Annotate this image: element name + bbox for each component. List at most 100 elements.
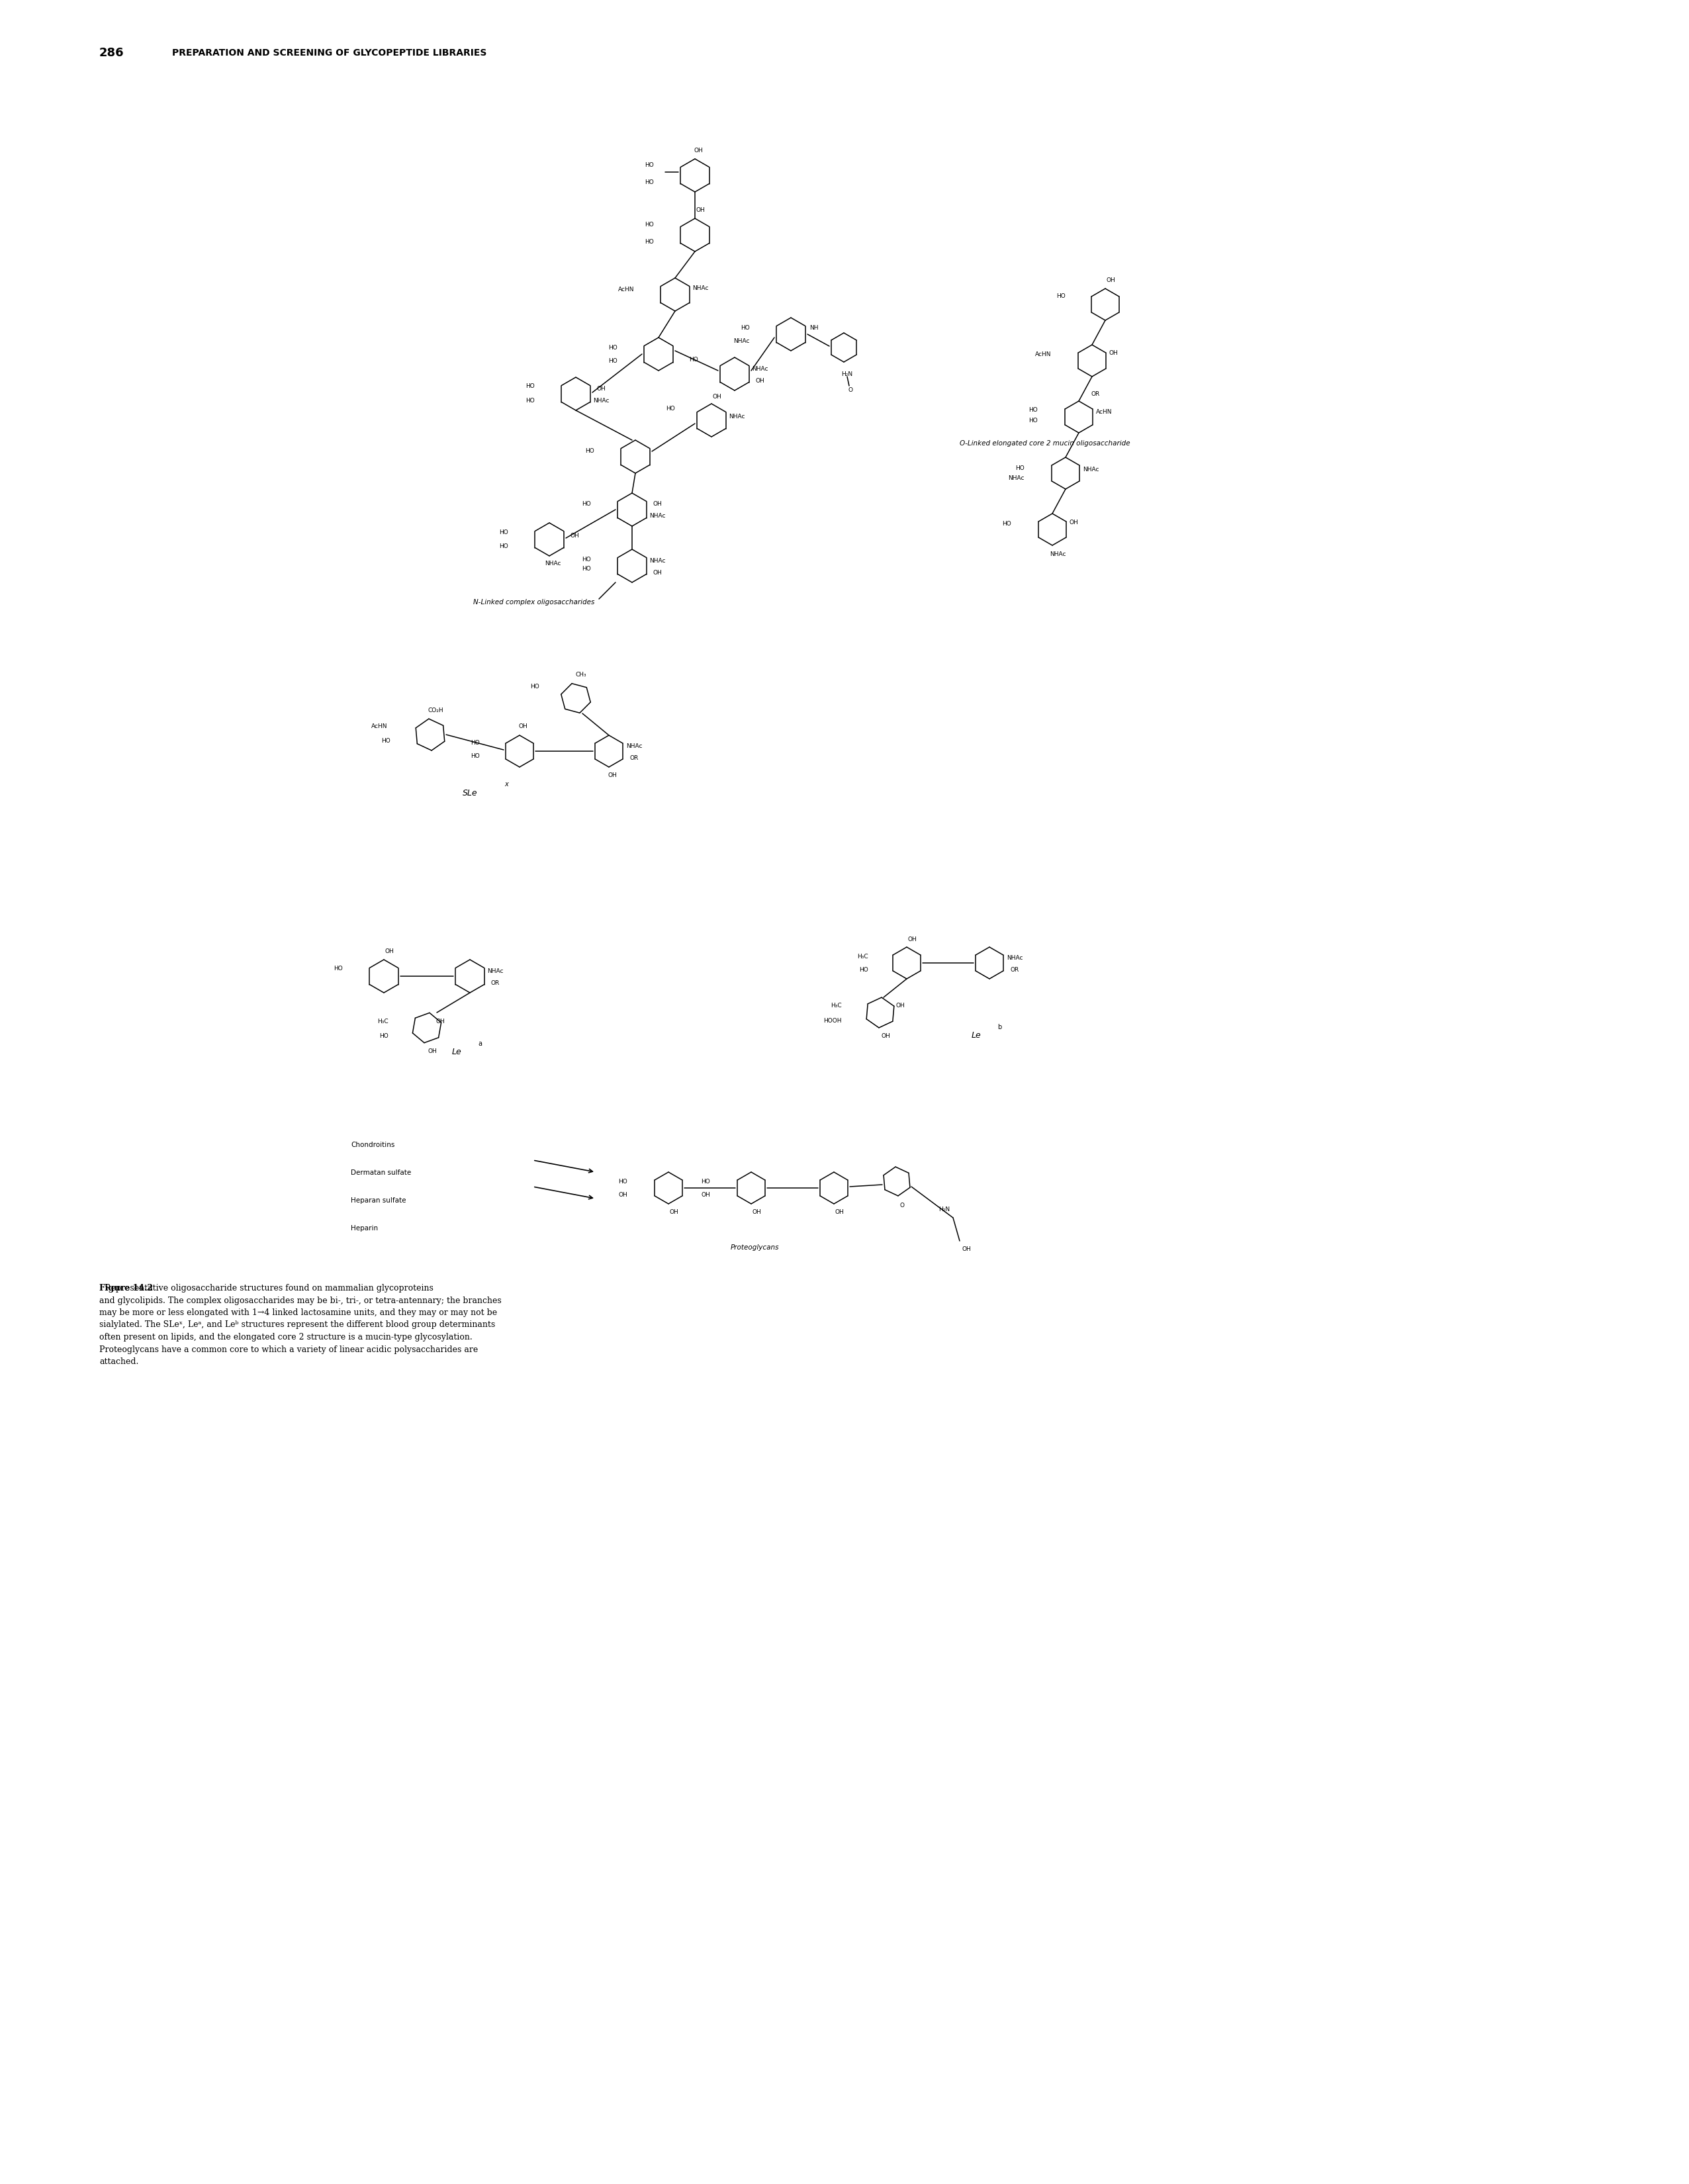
- Text: NHAc: NHAc: [627, 743, 642, 749]
- Text: HO: HO: [382, 738, 390, 745]
- Text: H₃C: H₃C: [858, 954, 868, 959]
- Text: HO: HO: [525, 397, 535, 404]
- Text: HO: HO: [583, 557, 591, 561]
- Text: H₃C: H₃C: [378, 1018, 388, 1024]
- Text: NHAc: NHAc: [649, 513, 665, 520]
- Text: OH: OH: [618, 1192, 627, 1197]
- Text: NHAc: NHAc: [752, 365, 768, 371]
- Text: OH: OH: [834, 1210, 844, 1216]
- Text: HO: HO: [1015, 465, 1025, 472]
- Text: HO: HO: [584, 448, 595, 454]
- Text: x: x: [505, 782, 508, 788]
- Text: OH: OH: [596, 387, 605, 391]
- Text: OH: OH: [895, 1002, 905, 1009]
- Text: HO: HO: [583, 502, 591, 507]
- Text: HO: HO: [471, 740, 480, 747]
- Text: OH: OH: [427, 1048, 437, 1055]
- Text: HO: HO: [525, 382, 535, 389]
- Text: Heparan sulfate: Heparan sulfate: [351, 1197, 405, 1203]
- Text: PREPARATION AND SCREENING OF GLYCOPEPTIDE LIBRARIES: PREPARATION AND SCREENING OF GLYCOPEPTID…: [172, 48, 486, 57]
- Text: H₃C: H₃C: [831, 1002, 841, 1009]
- Text: 286: 286: [100, 48, 125, 59]
- Text: H₂N: H₂N: [939, 1206, 951, 1212]
- Text: OH: OH: [961, 1245, 971, 1251]
- Text: HO: HO: [701, 1179, 709, 1184]
- Text: HO: HO: [645, 223, 654, 227]
- Text: OH: OH: [652, 502, 662, 507]
- Text: HO: HO: [471, 753, 480, 760]
- Text: CO₂H: CO₂H: [427, 708, 443, 714]
- Text: O: O: [848, 387, 853, 393]
- Text: Representative oligosaccharide structures found on mammalian glycoproteins
and g: Representative oligosaccharide structure…: [100, 1284, 502, 1365]
- Text: NHAc: NHAc: [544, 561, 561, 568]
- Text: NHAc: NHAc: [1008, 476, 1025, 480]
- Text: H₂N: H₂N: [841, 371, 853, 378]
- Text: NHAc: NHAc: [1049, 550, 1066, 557]
- Text: HO: HO: [645, 179, 654, 186]
- Text: OR: OR: [1091, 391, 1100, 397]
- Text: HO: HO: [1029, 417, 1037, 424]
- Text: OH: OH: [752, 1210, 762, 1216]
- Text: HO: HO: [1002, 522, 1012, 526]
- Text: OR: OR: [1010, 968, 1018, 972]
- Text: HO: HO: [1029, 408, 1037, 413]
- Text: NHAc: NHAc: [1007, 954, 1024, 961]
- Text: HOOH: HOOH: [824, 1018, 841, 1024]
- Text: AcHN: AcHN: [1035, 352, 1051, 356]
- Text: OH: OH: [519, 723, 527, 729]
- Text: CH₃: CH₃: [576, 670, 586, 677]
- Text: HO: HO: [608, 345, 618, 349]
- Text: OH: OH: [755, 378, 765, 384]
- Text: HO: HO: [860, 968, 868, 972]
- Text: OH: OH: [652, 570, 662, 574]
- Text: a: a: [478, 1040, 481, 1046]
- Text: NHAc: NHAc: [486, 968, 503, 974]
- Text: OR: OR: [630, 756, 638, 760]
- Text: OH: OH: [907, 937, 917, 941]
- Text: OH: OH: [1106, 277, 1115, 284]
- Text: OH: OH: [669, 1210, 679, 1216]
- Text: NH: NH: [809, 325, 819, 330]
- Text: HO: HO: [741, 325, 750, 330]
- Text: HO: HO: [1056, 293, 1066, 299]
- Text: NHAc: NHAc: [1083, 467, 1100, 474]
- Text: OH: OH: [569, 533, 579, 539]
- Text: HO: HO: [689, 356, 698, 363]
- Text: O-Linked elongated core 2 mucin oligosaccharide: O-Linked elongated core 2 mucin oligosac…: [959, 441, 1130, 448]
- Text: AcHN: AcHN: [618, 286, 633, 293]
- Text: OH: OH: [1069, 520, 1078, 526]
- Text: HO: HO: [608, 358, 618, 365]
- Text: OH: OH: [696, 207, 704, 214]
- Text: Le: Le: [971, 1031, 981, 1040]
- Text: OH: OH: [694, 146, 703, 153]
- Text: O: O: [900, 1203, 904, 1208]
- Text: HO: HO: [665, 406, 676, 411]
- Text: HO: HO: [645, 238, 654, 245]
- Text: Proteoglycans: Proteoglycans: [730, 1245, 779, 1251]
- Text: Le: Le: [451, 1048, 461, 1057]
- Text: Dermatan sulfate: Dermatan sulfate: [351, 1168, 410, 1175]
- Text: NHAc: NHAc: [593, 397, 610, 404]
- Text: OH: OH: [608, 773, 616, 780]
- Text: b: b: [997, 1024, 1002, 1031]
- Text: HO: HO: [530, 684, 539, 690]
- Text: N-Linked complex oligosaccharides: N-Linked complex oligosaccharides: [473, 598, 595, 605]
- Text: HO: HO: [380, 1033, 388, 1040]
- Text: OH: OH: [385, 948, 394, 954]
- Text: OH: OH: [713, 393, 721, 400]
- Text: HO: HO: [500, 544, 508, 548]
- Text: Figure 14.2: Figure 14.2: [100, 1284, 154, 1293]
- Text: HO: HO: [500, 531, 508, 535]
- Text: Heparin: Heparin: [351, 1225, 378, 1232]
- Text: NHAc: NHAc: [728, 415, 745, 419]
- Text: SLe: SLe: [463, 788, 478, 797]
- Text: AcHN: AcHN: [1096, 408, 1111, 415]
- Text: NHAc: NHAc: [649, 557, 665, 563]
- Text: NHAc: NHAc: [692, 284, 708, 290]
- Text: OH: OH: [436, 1018, 444, 1024]
- Text: NHAc: NHAc: [733, 339, 750, 343]
- Text: HO: HO: [645, 162, 654, 168]
- Text: OR: OR: [491, 981, 500, 985]
- Text: OH: OH: [701, 1192, 709, 1197]
- Text: OH: OH: [882, 1033, 890, 1040]
